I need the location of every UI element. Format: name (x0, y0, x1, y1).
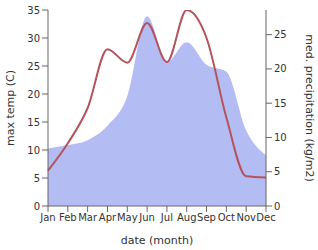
svg-text:15: 15 (27, 117, 40, 128)
svg-text:Jan: Jan (39, 212, 55, 223)
svg-text:Jun: Jun (138, 212, 155, 223)
svg-text:Jul: Jul (160, 212, 173, 223)
svg-text:0: 0 (34, 201, 40, 212)
svg-text:20: 20 (27, 89, 40, 100)
svg-text:30: 30 (27, 33, 40, 44)
svg-text:max temp (C): max temp (C) (8, 70, 17, 146)
svg-text:15: 15 (274, 98, 287, 109)
svg-text:May: May (117, 212, 138, 223)
svg-text:5: 5 (34, 173, 40, 184)
svg-text:Nov: Nov (236, 212, 256, 223)
svg-text:10: 10 (274, 132, 287, 143)
svg-text:med. precipitation (kg/m2): med. precipitation (kg/m2) (303, 34, 310, 182)
svg-text:0: 0 (274, 201, 280, 212)
svg-text:10: 10 (27, 145, 40, 156)
svg-text:Sep: Sep (197, 212, 216, 223)
svg-text:Dec: Dec (256, 212, 275, 223)
svg-text:25: 25 (27, 61, 40, 72)
svg-text:Mar: Mar (78, 212, 98, 223)
svg-text:Oct: Oct (218, 212, 235, 223)
svg-text:5: 5 (274, 166, 280, 177)
svg-text:25: 25 (274, 29, 287, 40)
svg-text:Apr: Apr (99, 212, 117, 223)
svg-text:20: 20 (274, 63, 287, 74)
svg-text:Feb: Feb (59, 212, 77, 223)
svg-text:35: 35 (27, 5, 40, 16)
svg-text:date (month): date (month) (121, 234, 194, 247)
svg-text:Aug: Aug (177, 212, 197, 223)
